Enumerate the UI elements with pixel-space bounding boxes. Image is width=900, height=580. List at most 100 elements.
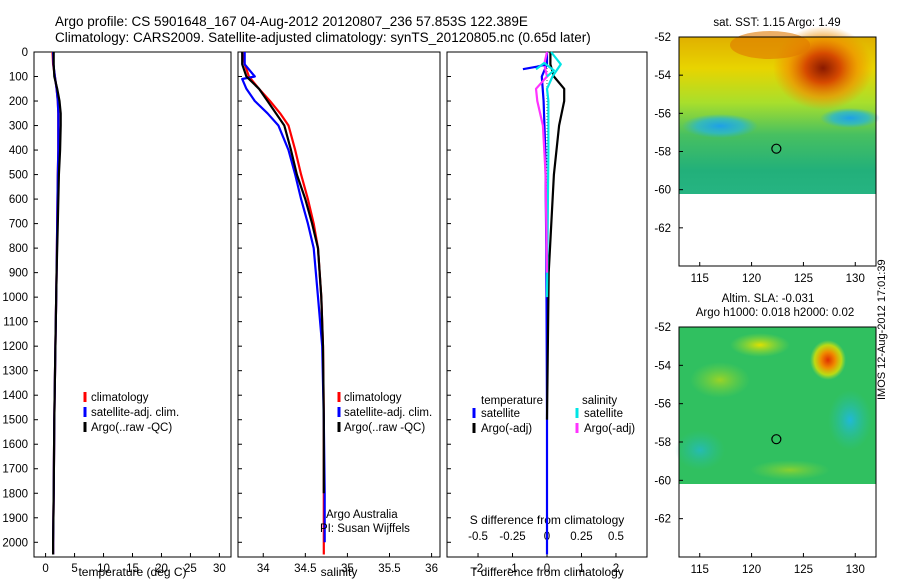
depth-tick-label: 1100 — [3, 317, 28, 329]
difference-legend-salinity-title: salinity — [582, 395, 617, 407]
temperature-x-tick-label: 5 — [71, 563, 77, 575]
depth-tick-label: 1700 — [2, 464, 28, 476]
salinity-xlabel: salinity — [321, 565, 358, 579]
sst_map-x-tick-label: 125 — [794, 273, 813, 285]
salinity-x-tick-label: 36 — [425, 563, 438, 575]
depth-tick-label: 1400 — [2, 390, 28, 402]
salinity-x-tick-label: 35 — [341, 563, 354, 575]
sst_map-x-tick-label: 115 — [691, 273, 709, 285]
temperature-chart: 0100200300400500600700800900100011001200… — [2, 47, 232, 579]
difference-x-tick-label: 2 — [613, 563, 619, 575]
depth-tick-label: 100 — [9, 72, 28, 84]
temperature-x-tick-label: 30 — [213, 563, 226, 575]
difference-series-salinity-5 — [535, 61, 556, 78]
sla_map-x-tick-label: 115 — [691, 564, 709, 576]
salinity-x-tick-label: 34 — [257, 563, 270, 575]
sla_map-y-tick-label: -62 — [654, 514, 671, 526]
difference-x-tick-label: 0 — [544, 563, 550, 575]
sla_map-y-tick-label: -54 — [654, 360, 671, 372]
sla_map-y-tick-label: -60 — [654, 475, 671, 487]
difference-series-salinity-3 — [534, 51, 549, 273]
difference-legend-entry: satellite — [481, 408, 520, 420]
sst-field-image — [679, 26, 880, 194]
temperature-x-tick-label: 10 — [97, 563, 110, 575]
depth-tick-label: 1300 — [2, 366, 28, 378]
pi-annotation: PI: Susan Wijffels — [320, 523, 410, 535]
difference-s-tick-label: 0.25 — [570, 531, 592, 543]
header-line-2: Climatology: CARS2009. Satellite-adjuste… — [55, 30, 591, 45]
salinity-legend-entry: climatology — [344, 392, 402, 404]
sla_map-x-tick-label: 125 — [794, 564, 813, 576]
salinity-x-tick-label: 34.5 — [294, 563, 316, 575]
salinity-series-argo---raw--qc- — [241, 52, 325, 494]
difference-s-tick-label: -0.5 — [468, 531, 488, 543]
difference-x-tick-label: -1 — [507, 563, 517, 575]
depth-tick-label: 800 — [9, 243, 28, 255]
sst_map-y-tick-label: -52 — [654, 32, 671, 44]
salinity-x-tick-label: 35.5 — [378, 563, 400, 575]
sst_map-x-tick-label: 130 — [846, 273, 865, 285]
salinity-series-climatology — [241, 51, 325, 555]
sst_map-map: -52 -54 -56 -58 -60 -62 115 120 125 130 sat. SST: … — [654, 17, 877, 285]
depth-tick-label: 200 — [9, 96, 28, 108]
sst_map-y-tick-label: -62 — [654, 223, 671, 235]
difference-xlabel: T difference from climatology — [470, 565, 624, 579]
sst_map-x-tick-label: 120 — [742, 273, 761, 285]
temperature-legend-entry: climatology — [91, 392, 149, 404]
salinity-chart: 34 34.5 35 35.5 36 salinity climatology satelli… — [237, 51, 441, 579]
sla-field-image — [675, 327, 876, 484]
depth-tick-label: 600 — [9, 194, 28, 206]
difference-x-tick-label: -2 — [473, 563, 483, 575]
depth-tick-label: 1800 — [2, 488, 28, 500]
sst_map-y-tick-label: -58 — [654, 147, 671, 159]
sla_map-y-tick-label: -58 — [654, 437, 671, 449]
sla_map-y-tick-label: -52 — [654, 322, 671, 334]
temperature-x-tick-label: 20 — [155, 563, 168, 575]
sla_map-x-tick-label: 130 — [846, 564, 865, 576]
salinity-legend-entry: satellite-adj. clim. — [344, 407, 432, 419]
difference-s-tick-label: 0.5 — [608, 531, 624, 543]
difference-legend-temperature-title: temperature — [481, 395, 543, 407]
sla_map-map: -52 -54 -56 -58 -60 -62 115 120 125 130 Altim. SLA… — [654, 293, 877, 576]
depth-tick-label: 300 — [9, 121, 28, 133]
depth-tick-label: 700 — [9, 219, 28, 231]
sla-map-title: Altim. SLA: -0.031 — [722, 293, 815, 305]
temperature-x-tick-label: 15 — [126, 563, 139, 575]
depth-tick-label: 1900 — [2, 513, 28, 525]
temperature-frame — [33, 51, 232, 558]
difference-series-salinity-2 — [545, 51, 562, 298]
sla-map-subtitle: Argo h1000: 0.018 h2000: 0.02 — [696, 307, 855, 319]
difference-legend-entry: satellite — [584, 408, 623, 420]
sst_map-y-tick-label: -54 — [654, 70, 671, 82]
sla_map-y-tick-label: -56 — [654, 399, 671, 411]
temperature-legend-entry: satellite-adj. clim. — [91, 407, 179, 419]
depth-tick-label: 2000 — [2, 537, 28, 549]
depth-tick-label: 1500 — [2, 415, 28, 427]
depth-tick-label: 1200 — [2, 341, 28, 353]
sla_map-x-tick-label: 120 — [742, 564, 761, 576]
salinity-legend-entry: Argo(..raw -QC) — [344, 422, 425, 434]
depth-tick-label: 500 — [9, 170, 28, 182]
difference-x-tick-label: 1 — [578, 563, 584, 575]
difference-series-temperature-4 — [522, 63, 548, 71]
depth-tick-label: 1000 — [2, 292, 28, 304]
header-line-1: Argo profile: CS 5901648_167 04-Aug-2012… — [55, 14, 528, 29]
depth-tick-label: 900 — [9, 268, 28, 280]
sst_map-y-tick-label: -60 — [654, 185, 671, 197]
sst_map-y-tick-label: -56 — [654, 108, 671, 120]
temperature-xlabel: temperature (deg C) — [78, 565, 186, 579]
salinity-frame — [237, 51, 441, 558]
temperature-legend-entry: Argo(..raw -QC) — [91, 422, 172, 434]
sst-map-title: sat. SST: 1.15 Argo: 1.49 — [713, 17, 840, 29]
sst_map-argo-marker — [771, 143, 782, 154]
depth-tick-label: 400 — [9, 145, 28, 157]
temperature-x-tick-label: 25 — [184, 563, 197, 575]
depth-tick-label: 1600 — [2, 439, 28, 451]
sla_map-argo-marker — [771, 434, 782, 445]
difference-legend-entry: Argo(-adj) — [481, 423, 532, 435]
argo-australia-annotation: Argo Australia — [326, 509, 398, 521]
difference-series-temperature-1 — [545, 52, 566, 420]
difference-s-tick-label: -0.25 — [499, 531, 525, 543]
